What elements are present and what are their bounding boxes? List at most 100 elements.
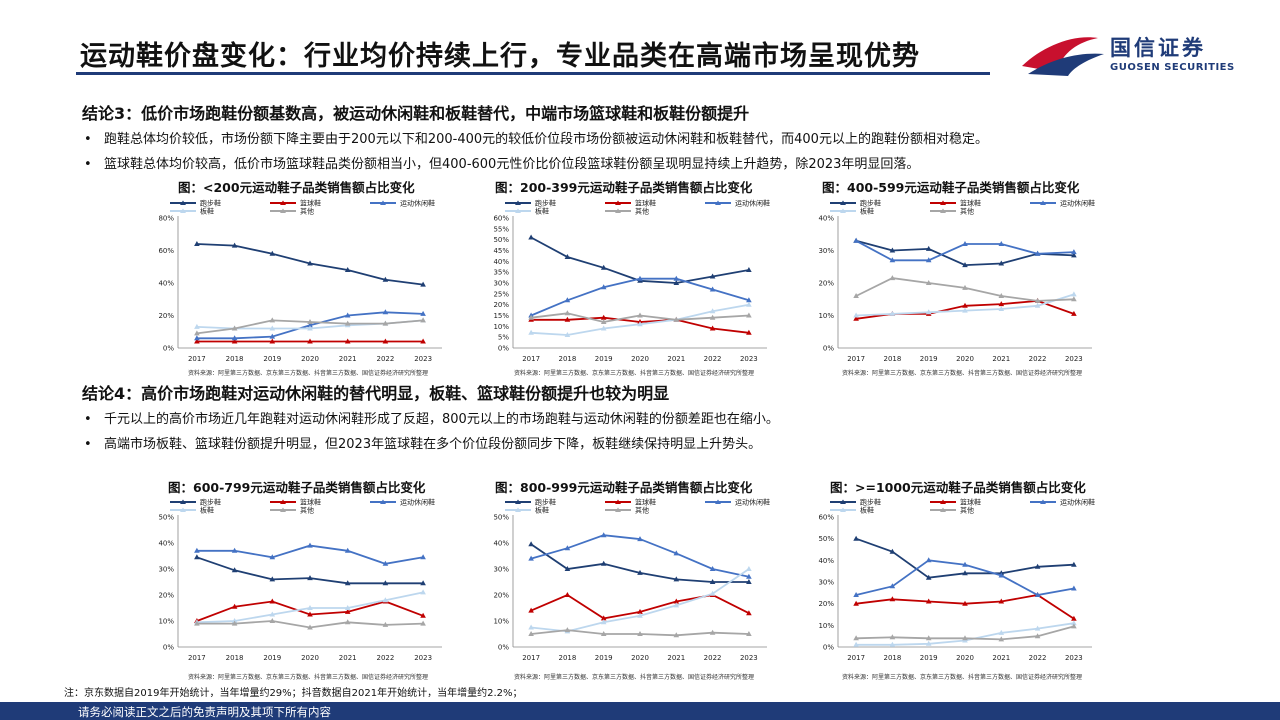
data-point-running [1071,252,1077,258]
data-point-running [307,260,313,266]
data-point-casual [998,241,1005,246]
x-tick-label: 2017 [522,355,540,363]
data-point-basketball [746,329,752,335]
data-point-other [564,627,571,633]
data-point-other [194,330,200,336]
x-tick-label: 2020 [956,654,974,662]
data-point-skate [637,612,643,618]
x-tick-label: 2022 [1029,654,1047,662]
data-point-casual [269,333,276,339]
y-tick-label: 25% [493,290,509,298]
data-point-skate [564,332,571,337]
data-point-other [269,317,276,323]
legend-marker-basketball [615,200,621,205]
data-point-skate [709,308,716,314]
legend-marker-other [615,507,621,512]
data-point-basketball [269,598,276,604]
data-point-other [420,620,426,626]
data-point-running [600,264,607,270]
data-point-basketball [998,301,1005,307]
data-point-basketball [673,598,680,604]
data-point-basketball [307,338,313,344]
data-point-casual [194,547,200,553]
data-point-skate [962,307,968,313]
data-point-running [420,580,426,586]
y-tick-label: 20% [818,280,834,288]
data-point-casual [925,257,932,263]
data-point-basketball [269,338,276,344]
y-tick-label: 20% [158,592,174,600]
legend-label-other: 其他 [960,207,974,216]
y-tick-label: 5% [498,334,509,342]
legend-marker-running [180,499,186,504]
legend-marker-other [280,208,286,213]
series-line-basketball [196,600,424,622]
legend-label-basketball: 篮球鞋 [300,498,321,507]
legend-label-skate: 板鞋 [200,506,214,515]
y-tick-label: 0% [823,345,834,353]
chart-title: 图：<200元运动鞋子品类销售额占比变化 [178,180,415,195]
x-tick-label: 2020 [301,355,319,363]
data-point-other [1034,633,1041,639]
data-point-running [420,281,426,287]
legend-marker-casual [380,200,386,205]
data-point-casual [564,545,571,551]
y-tick-label: 30% [493,566,509,574]
data-point-casual [307,542,313,548]
data-point-running [600,560,607,566]
data-point-running [746,579,752,584]
data-point-running [925,574,932,580]
data-point-other [709,629,716,635]
logo-text-en: GUOSEN SECURITIES [1110,62,1235,73]
y-tick-label: 10% [158,618,174,626]
legend-marker-other [615,208,621,213]
data-point-skate [344,605,351,610]
legend-marker-skate [180,507,186,512]
y-tick-label: 50% [158,514,174,522]
data-point-other [382,320,389,326]
x-tick-label: 2023 [740,654,758,662]
x-tick-label: 2018 [884,355,902,363]
x-tick-label: 2021 [667,355,685,363]
data-point-casual [269,554,276,560]
data-point-other [709,314,716,320]
x-tick-label: 2023 [740,355,758,363]
data-point-skate [998,629,1005,635]
source-note: 资料来源：阿里第三方数据、京东第三方数据、抖音第三方数据、国信证券经济研究所整理 [842,370,1083,377]
data-point-casual [420,554,426,560]
y-tick-label: 45% [493,247,509,255]
x-tick-label: 2023 [414,355,432,363]
data-point-other [853,293,859,298]
source-note: 资料来源：阿里第三方数据、京东第三方数据、抖音第三方数据、国信证券经济研究所整理 [514,370,755,377]
legend-label-basketball: 篮球鞋 [300,199,321,208]
data-point-casual [344,547,351,553]
y-tick-label: 50% [493,236,509,244]
chart-title: 图：800-999元运动鞋子品类销售额占比变化 [495,480,753,495]
y-tick-label: 15% [493,312,509,320]
data-point-casual [925,557,932,563]
data-point-casual [194,335,200,341]
data-point-basketball [998,598,1005,604]
legend-marker-skate [840,507,846,512]
legend-marker-other [280,507,286,512]
x-tick-label: 2019 [920,654,938,662]
data-point-other [1071,296,1077,302]
bullet-item: • 千元以上的高价市场近几年跑鞋对运动休闲鞋形成了反超，800元以上的市场跑鞋与运… [84,408,779,427]
data-point-other [382,621,389,627]
data-point-other [746,631,752,636]
data-point-casual [344,312,351,318]
data-point-basketball [344,608,351,614]
data-point-other [637,631,643,636]
series-line-skate [531,568,750,633]
data-point-casual [382,309,389,315]
x-tick-label: 2023 [414,654,432,662]
y-tick-label: 0% [498,345,509,353]
data-point-other [600,319,607,324]
x-tick-label: 2017 [522,654,540,662]
bullet-item: • 高端市场板鞋、篮球鞋份额提升明显，但2023年篮球鞋在多个价位段份额同步下降，… [84,433,761,452]
y-tick-label: 20% [818,600,834,608]
data-point-other [564,310,571,316]
